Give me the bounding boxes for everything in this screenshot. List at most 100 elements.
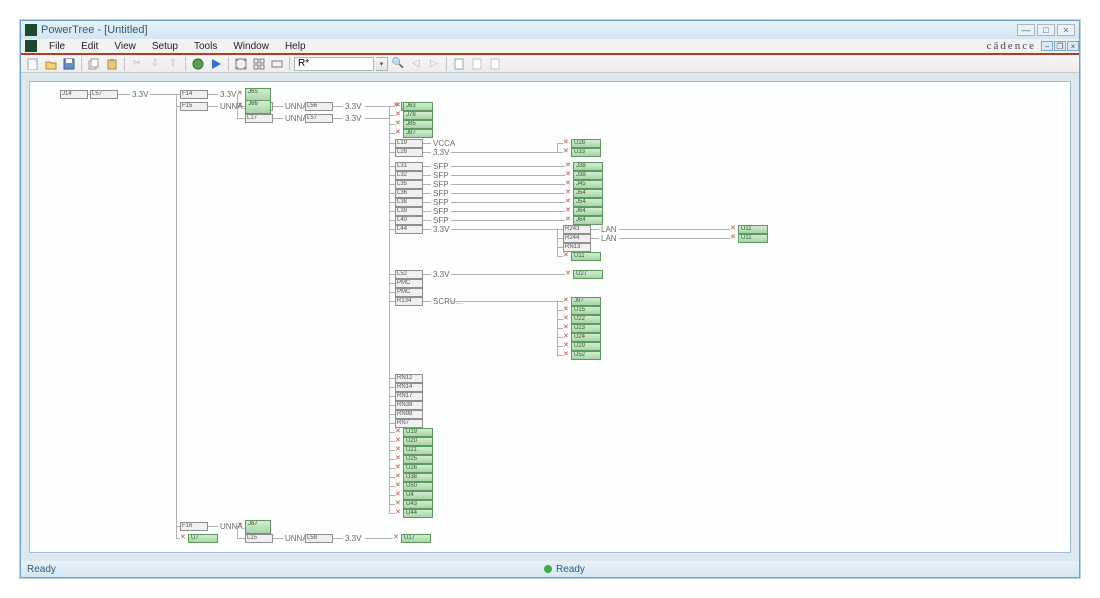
save-icon[interactable] — [61, 56, 77, 72]
mdi-close[interactable]: × — [1067, 41, 1079, 51]
node-L36: L36 — [395, 189, 423, 198]
node-U11: U11 — [738, 234, 768, 243]
net-label: 3.3V — [433, 270, 449, 279]
node-U17: U17 — [401, 534, 431, 543]
mdi-minimize[interactable]: – — [1041, 41, 1053, 51]
node-U26: U26 — [403, 464, 433, 473]
close-button[interactable]: × — [1057, 24, 1075, 36]
grid-icon[interactable] — [251, 56, 267, 72]
net-label: 3.3V — [220, 90, 236, 99]
menu-window[interactable]: Window — [225, 41, 277, 52]
new-icon[interactable] — [25, 56, 41, 72]
cut-icon[interactable]: ✂ — [129, 56, 145, 72]
fit-icon[interactable] — [233, 56, 249, 72]
canvas[interactable]: J14L573.3VF143.3V✕J65L16UNNA…L563.3V✕U15… — [29, 81, 1071, 553]
node-U33: U33 — [571, 148, 601, 157]
node-L44: L44 — [395, 225, 423, 234]
node-U38: U38 — [403, 473, 433, 482]
run-icon[interactable] — [208, 56, 224, 72]
node-L58: L58 — [305, 534, 333, 543]
node-RN7: RN7 — [395, 419, 423, 428]
mdi-restore[interactable]: ❐ — [1054, 41, 1066, 51]
error-icon: ✕ — [180, 535, 186, 541]
app-window: PowerTree - [Untitled] — □ × File Edit V… — [20, 20, 1080, 578]
node-L38: L38 — [395, 198, 423, 207]
doc1-icon[interactable] — [451, 56, 467, 72]
tree-down-icon[interactable]: ⇩ — [147, 56, 163, 72]
node-L28: L28 — [395, 148, 423, 157]
rect-icon[interactable] — [269, 56, 285, 72]
menubar: File Edit View Setup Tools Window Help c… — [21, 39, 1079, 55]
node-U11: U11 — [738, 225, 768, 234]
copy-icon[interactable] — [86, 56, 102, 72]
error-icon: ✕ — [563, 325, 569, 331]
node-L56: L56 — [305, 102, 333, 111]
error-icon: ✕ — [395, 465, 401, 471]
doc2-icon[interactable] — [469, 56, 485, 72]
search-input[interactable] — [294, 57, 374, 71]
node-L40: L40 — [395, 216, 423, 225]
power-tree-diagram: J14L573.3VF143.3V✕J65L16UNNA…L563.3V✕U15… — [30, 82, 1070, 552]
net-label: SFP — [433, 189, 449, 198]
node-U28: U28 — [571, 139, 601, 148]
node-J85: J85 — [403, 120, 433, 129]
error-icon: ✕ — [565, 172, 571, 178]
menu-edit[interactable]: Edit — [73, 41, 106, 52]
node-L32: L32 — [395, 171, 423, 180]
minimize-button[interactable]: — — [1017, 24, 1035, 36]
error-icon: ✕ — [395, 121, 401, 127]
node-J78: J78 — [403, 111, 433, 120]
prev-icon[interactable]: ◁ — [408, 56, 424, 72]
search-icon[interactable]: 🔍 — [390, 56, 406, 72]
menu-file[interactable]: File — [41, 41, 73, 52]
error-icon: ✕ — [563, 140, 569, 146]
node-U21: U21 — [403, 446, 433, 455]
node-L39: L39 — [395, 207, 423, 216]
maximize-button[interactable]: □ — [1037, 24, 1055, 36]
globe-icon[interactable] — [190, 56, 206, 72]
node-J38: J38 — [573, 171, 603, 180]
menu-setup[interactable]: Setup — [144, 41, 186, 52]
error-icon: ✕ — [730, 235, 736, 241]
node-U27: U27 — [573, 270, 603, 279]
node-U23: U23 — [571, 324, 601, 333]
node-RN12: RN12 — [395, 374, 423, 383]
node-PMC: PMC — [395, 288, 423, 297]
node-J38: J38 — [573, 162, 603, 171]
net-label: 3.3V — [433, 148, 449, 157]
net-label: SFP — [433, 207, 449, 216]
doc3-icon[interactable] — [487, 56, 503, 72]
node-U29: U29 — [571, 342, 601, 351]
node-U19: U19 — [403, 428, 433, 437]
error-icon: ✕ — [565, 199, 571, 205]
paste-icon[interactable] — [104, 56, 120, 72]
error-icon: ✕ — [563, 352, 569, 358]
error-icon: ✕ — [395, 483, 401, 489]
doc-icon — [25, 40, 37, 52]
net-label: SFP — [433, 162, 449, 171]
error-icon: ✕ — [565, 190, 571, 196]
open-icon[interactable] — [43, 56, 59, 72]
node-L31: L31 — [395, 162, 423, 171]
net-label: SFP — [433, 216, 449, 225]
menu-help[interactable]: Help — [277, 41, 314, 52]
node-F14: F14 — [180, 90, 208, 99]
net-label: 3.3V — [132, 90, 148, 99]
node-U22: U22 — [571, 315, 601, 324]
node-J66: J66 — [245, 100, 271, 114]
next-icon[interactable]: ▷ — [426, 56, 442, 72]
error-icon: ✕ — [395, 438, 401, 444]
node-RN17: RN17 — [395, 392, 423, 401]
canvas-area: J14L573.3VF143.3V✕J65L16UNNA…L563.3V✕U15… — [21, 73, 1079, 561]
error-icon: ✕ — [565, 271, 571, 277]
node-L19: L19 — [395, 139, 423, 148]
error-icon: ✕ — [563, 316, 569, 322]
node-L15: L15 — [245, 534, 273, 543]
menu-view[interactable]: View — [106, 41, 144, 52]
menu-tools[interactable]: Tools — [186, 41, 225, 52]
search-dropdown[interactable]: ▾ — [376, 57, 388, 71]
error-icon: ✕ — [395, 474, 401, 480]
tree-up-icon[interactable]: ⇧ — [165, 56, 181, 72]
error-icon: ✕ — [395, 112, 401, 118]
app-icon — [25, 24, 37, 36]
